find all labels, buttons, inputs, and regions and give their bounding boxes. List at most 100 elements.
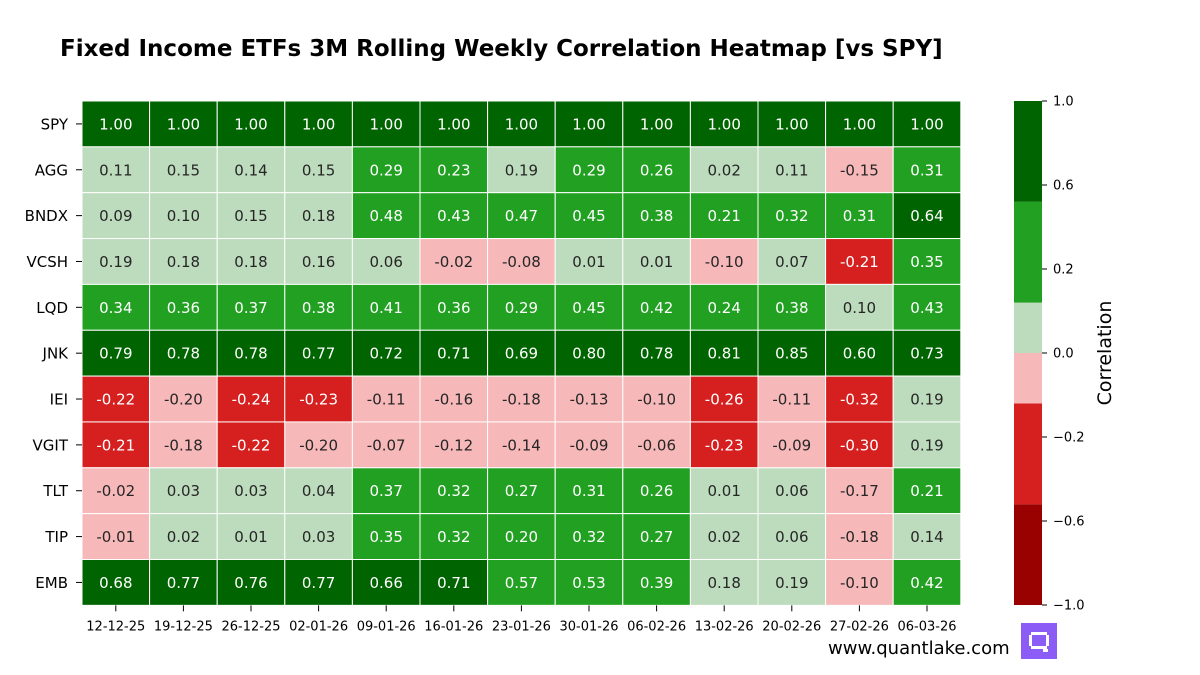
heatmap-cell: [757, 375, 827, 423]
heatmap-cell: [892, 467, 962, 515]
cell-value-label: -0.21: [840, 253, 879, 271]
cell-value-label: 0.03: [234, 482, 267, 500]
heatmap-cell: [622, 238, 691, 285]
heatmap-cell: [149, 421, 218, 469]
heatmap-cell: [284, 146, 353, 194]
column-label: 20-02-26: [762, 619, 821, 634]
heatmap-cell: [757, 238, 827, 285]
cell-value-label: 0.02: [167, 528, 200, 546]
cell-value-label: 0.43: [910, 299, 943, 317]
colorbar-tick-label: 0.6: [1053, 179, 1074, 194]
cell-value-label: 0.27: [640, 528, 673, 546]
cell-value-label: 0.34: [99, 299, 132, 317]
cell-value-label: 0.64: [910, 207, 943, 225]
cell-value-label: 0.57: [505, 574, 538, 592]
row-label: IEI: [50, 391, 68, 409]
heatmap-cell: [216, 329, 286, 377]
heatmap-cell: [825, 329, 894, 377]
cell-value-label: 0.04: [302, 482, 335, 500]
row-label: VGIT: [33, 436, 69, 454]
cell-value-label: -0.21: [96, 436, 135, 454]
heatmap-cell: [216, 467, 286, 515]
cell-value-label: 1.00: [369, 115, 402, 133]
heatmap-cell: [825, 421, 894, 469]
heatmap-cell: [554, 421, 624, 469]
heatmap-cell: [689, 238, 759, 285]
cell-value-label: 1.00: [234, 115, 267, 133]
cell-value-label: 0.21: [910, 482, 943, 500]
heatmap-cell: [892, 329, 962, 377]
heatmap-cell: [419, 283, 489, 331]
colorbar-segment: [1014, 201, 1042, 303]
heatmap-cell: [825, 238, 894, 285]
heatmap-cell: [892, 238, 962, 285]
cell-value-label: 0.18: [234, 253, 267, 271]
colorbar-tick-label: 0.2: [1053, 263, 1074, 278]
cell-value-label: -0.24: [232, 391, 271, 409]
cell-value-label: 0.53: [572, 574, 605, 592]
cell-value-label: 0.78: [234, 345, 267, 363]
cell-value-label: 0.19: [99, 253, 132, 271]
heatmap-cell: [689, 467, 759, 515]
cell-value-label: 0.85: [775, 345, 808, 363]
heatmap-cell: [554, 375, 624, 423]
row-label: EMB: [35, 574, 68, 592]
cell-value-label: 0.15: [302, 161, 335, 179]
cell-value-label: -0.11: [772, 391, 811, 409]
heatmap-cell: [622, 100, 691, 148]
cell-value-label: 0.03: [167, 482, 200, 500]
cell-value-label: -0.06: [637, 436, 676, 454]
cell-value-label: -0.02: [434, 253, 473, 271]
colorbar-tick-label: −0.2: [1053, 431, 1085, 446]
heatmap-cell: [689, 146, 759, 194]
row-label: TIP: [44, 528, 68, 546]
heatmap-cell: [149, 283, 218, 331]
heatmap-cell: [216, 559, 286, 606]
heatmap-cell: [216, 283, 286, 331]
cell-value-label: 0.19: [910, 391, 943, 409]
cell-value-label: 0.24: [707, 299, 740, 317]
cell-value-label: 0.14: [234, 161, 267, 179]
heatmap-cell: [892, 421, 962, 469]
heatmap-cell: [284, 192, 353, 240]
cell-value-label: 0.73: [910, 345, 943, 363]
cell-value-label: 0.18: [707, 574, 740, 592]
heatmap-cell: [81, 375, 151, 423]
cell-value-label: 1.00: [843, 115, 876, 133]
cell-value-label: -0.10: [840, 574, 879, 592]
cell-value-label: 0.11: [99, 161, 132, 179]
cell-value-label: -0.08: [502, 253, 541, 271]
heatmap-cell: [149, 329, 218, 377]
row-label: VCSH: [26, 253, 68, 271]
cell-value-label: 1.00: [302, 115, 335, 133]
heatmap-cell: [487, 467, 556, 515]
cell-value-label: 0.18: [167, 253, 200, 271]
heatmap-cell: [825, 283, 894, 331]
heatmap-cell: [622, 375, 691, 423]
cell-value-label: -0.17: [840, 482, 879, 500]
heatmap-cell: [351, 467, 421, 515]
column-label: 06-02-26: [627, 619, 686, 634]
heatmap-cell: [892, 513, 962, 561]
cell-value-label: 0.06: [369, 253, 402, 271]
cell-value-label: 0.01: [234, 528, 267, 546]
cell-value-label: 0.47: [505, 207, 538, 225]
cell-value-label: 0.15: [167, 161, 200, 179]
heatmap-cell: [419, 146, 489, 194]
heatmap-cell: [81, 100, 151, 148]
cell-value-label: -0.10: [637, 391, 676, 409]
heatmap-cell: [825, 559, 894, 606]
heatmap-cell: [149, 559, 218, 606]
cell-value-label: 0.79: [99, 345, 132, 363]
row-label: LQD: [36, 299, 68, 317]
cell-value-label: 0.19: [775, 574, 808, 592]
cell-value-label: 0.39: [640, 574, 673, 592]
heatmap-cell: [284, 375, 353, 423]
heatmap-cell: [351, 238, 421, 285]
cell-value-label: -0.18: [840, 528, 879, 546]
heatmap-cell: [351, 513, 421, 561]
cell-value-label: 0.36: [437, 299, 470, 317]
cell-value-label: -0.23: [705, 436, 744, 454]
heatmap-cell: [689, 513, 759, 561]
